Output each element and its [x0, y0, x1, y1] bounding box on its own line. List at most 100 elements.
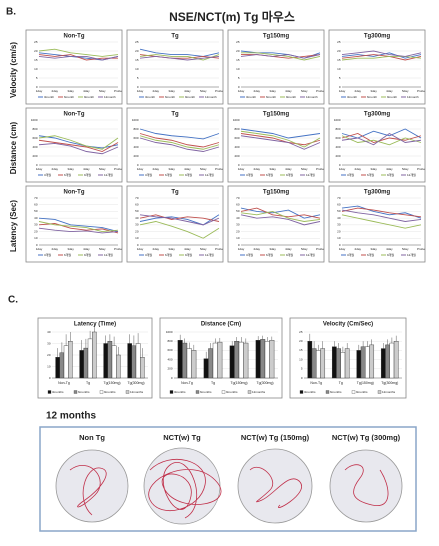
chart-title: Tg300mg [364, 34, 391, 40]
y-tick-label: 600 [32, 136, 37, 140]
trace-label: NCT(w) Tg [163, 433, 201, 442]
line-series [139, 54, 220, 59]
chart-frame [227, 107, 325, 183]
bar [389, 342, 395, 379]
x-tick-label: 2day [153, 89, 160, 93]
y-tick-label: 5 [137, 76, 139, 80]
y-tick-label: 15 [34, 58, 38, 62]
line-series [139, 135, 220, 150]
line-series [240, 54, 321, 59]
x-tick-label: 1day [339, 89, 346, 93]
y-tick-label: 30 [34, 223, 38, 227]
y-tick-label: 400 [234, 145, 239, 149]
legend-label: 9개월 [387, 172, 394, 177]
legend-label: 3개월 [347, 172, 354, 177]
y-tick-label: 60 [135, 203, 139, 207]
y-tick-label: 60 [337, 203, 341, 207]
bar [340, 352, 346, 379]
y-tick-label: 10 [337, 67, 341, 71]
y-tick-label: 40 [34, 216, 38, 220]
x-tick-label: Probe [114, 167, 122, 171]
y-tick-label: 0 [49, 376, 51, 380]
legend-label: 12개월 [306, 172, 315, 177]
line-series [139, 55, 220, 61]
x-tick-label: 2day [355, 89, 362, 93]
legend-label: 6month [64, 95, 74, 99]
bar [135, 343, 141, 379]
trace-label: Non Tg [79, 433, 105, 442]
x-tick-label: 2day [254, 247, 261, 251]
x-tick-label: Tg [339, 381, 343, 385]
legend-label: 9개월 [286, 172, 293, 177]
trace-label: NCT(w) Tg (300mg) [332, 433, 401, 442]
legend-label: 6개월 [165, 172, 172, 177]
x-tick-label: 3day [168, 167, 175, 171]
legend-label: 12개월 [306, 252, 315, 257]
legend-label: 6month [266, 95, 276, 99]
line-series [240, 214, 321, 226]
chart-frame [126, 29, 224, 105]
y-tick-label: 15 [337, 58, 341, 62]
line-series [341, 133, 422, 143]
legend-label: 3개월 [145, 252, 152, 257]
legend-label: 12개월 [104, 252, 113, 257]
legend-label: 9month [387, 95, 397, 99]
legend-label: 3개월 [347, 252, 354, 257]
trace-label: NCT(w) Tg (150mg) [241, 433, 310, 442]
line-series [341, 135, 422, 146]
x-tick-label: Tg(300mg) [127, 381, 144, 385]
legend-label: 12month [407, 95, 419, 99]
legend-swatch [377, 390, 382, 394]
x-tick-label: Tg [86, 381, 90, 385]
x-tick-label: 5day [99, 167, 106, 171]
bar [191, 350, 197, 379]
bar [269, 340, 275, 379]
line-series [38, 139, 119, 152]
bar [208, 348, 214, 379]
y-tick-label: 30 [337, 223, 341, 227]
bar [107, 341, 113, 379]
legend-swatch [351, 390, 356, 394]
x-tick-label: 4day [285, 167, 292, 171]
y-tick-label: 50 [34, 209, 38, 213]
row-label: Distance (cm) [9, 121, 18, 174]
legend-label: 3month [44, 95, 54, 99]
y-tick-label: 60 [34, 203, 38, 207]
bar [83, 347, 89, 379]
legend-label: 12months [252, 390, 266, 394]
y-tick-label: 25 [337, 40, 341, 44]
bar [91, 331, 97, 379]
x-tick-label: 5day [200, 167, 207, 171]
y-tick-label: 600 [234, 136, 239, 140]
x-tick-label: Probe [215, 89, 223, 93]
line-series [341, 214, 422, 229]
y-tick-label: 0 [137, 85, 139, 89]
y-tick-label: 50 [236, 209, 240, 213]
y-tick-label: 400 [133, 145, 138, 149]
y-tick-label: 25 [34, 40, 38, 44]
line-series [38, 55, 119, 61]
y-tick-label: 70 [34, 196, 38, 200]
y-tick-label: 10 [135, 67, 139, 71]
y-tick-label: 0 [36, 243, 38, 247]
y-tick-label: 20 [34, 229, 38, 233]
chart-title: Non-Tg [64, 190, 85, 196]
x-tick-label: 4day [285, 89, 292, 93]
y-tick-label: 400 [167, 357, 172, 361]
legend-swatch [325, 390, 330, 394]
traces-frame [39, 426, 417, 532]
legend-label: 12month [104, 95, 116, 99]
bar [212, 342, 218, 379]
x-tick-label: 1day [36, 89, 43, 93]
x-tick-label: 3day [269, 167, 276, 171]
line-series [38, 135, 119, 150]
chart-frame [328, 107, 426, 183]
legend-swatch [221, 390, 226, 394]
line-series [240, 210, 321, 222]
line-series [240, 133, 321, 146]
line-series [341, 128, 422, 139]
y-tick-label: 200 [167, 367, 172, 371]
x-tick-label: 4day [386, 167, 393, 171]
y-tick-label: 800 [234, 127, 239, 131]
